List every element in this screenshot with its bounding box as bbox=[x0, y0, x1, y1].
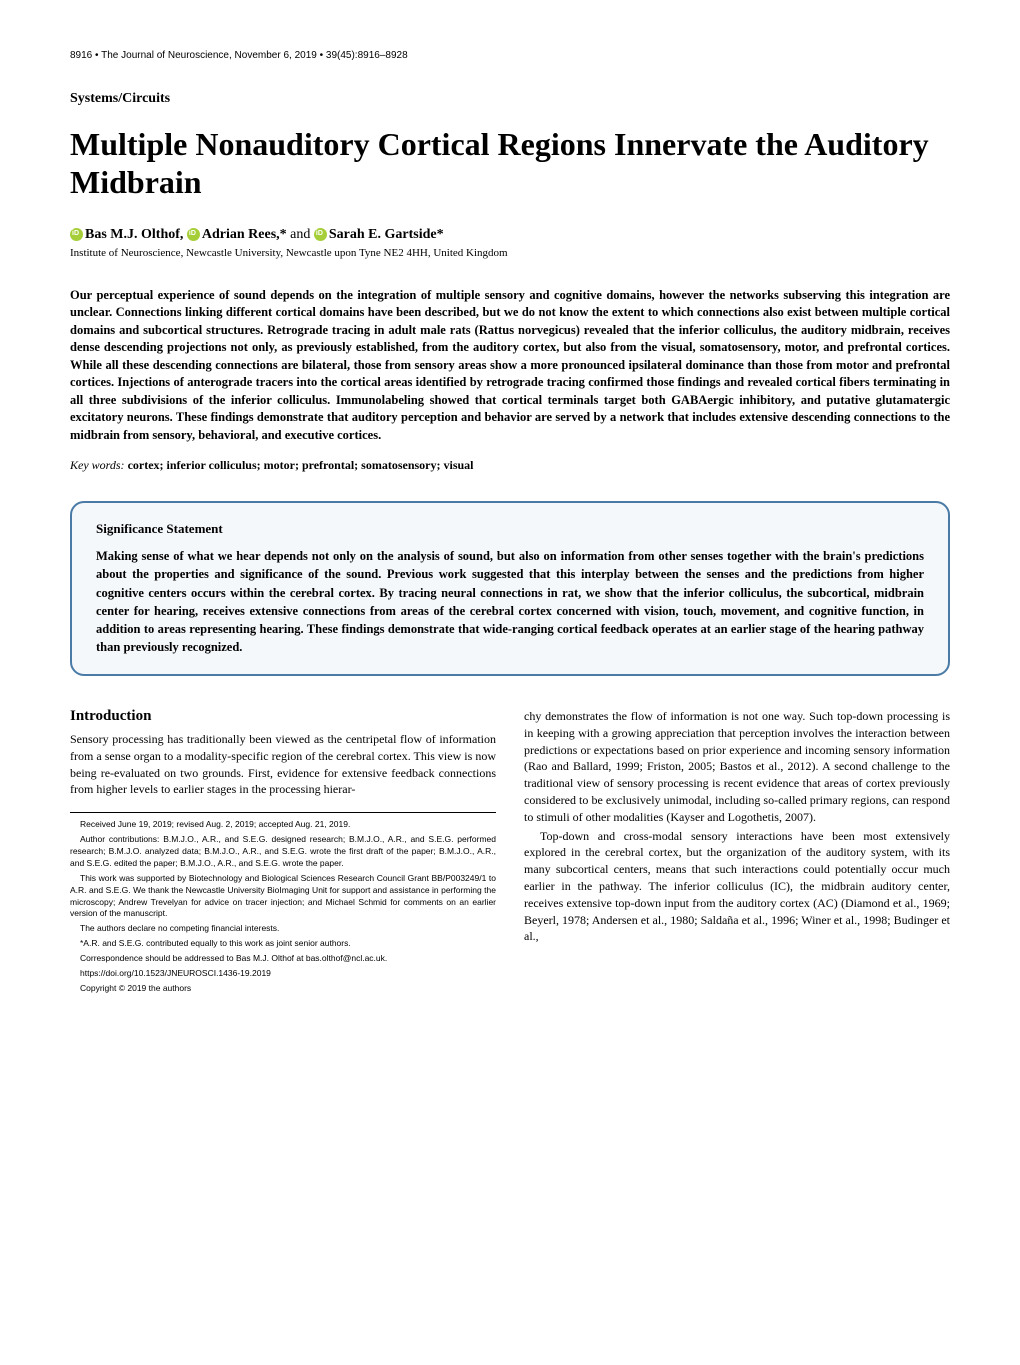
page-header: 8916 • The Journal of Neuroscience, Nove… bbox=[70, 50, 950, 61]
section-label: Systems/Circuits bbox=[70, 91, 950, 107]
two-column-layout: Introduction Sensory processing has trad… bbox=[70, 708, 950, 998]
keywords-values: cortex; inferior colliculus; motor; pref… bbox=[128, 458, 474, 472]
page-number: 8916 bbox=[70, 50, 92, 61]
footnote-support: This work was supported by Biotechnology… bbox=[70, 873, 496, 921]
authors-line: Bas M.J. Olthof, Adrian Rees,* and Sarah… bbox=[70, 227, 950, 243]
author-3: Sarah E. Gartside* bbox=[329, 227, 444, 242]
footnote-competing: The authors declare no competing financi… bbox=[70, 923, 496, 935]
volume-issue: 39(45):8916–8928 bbox=[326, 50, 408, 61]
significance-box: Significance Statement Making sense of w… bbox=[70, 501, 950, 676]
author-connector: and bbox=[287, 227, 314, 242]
footnote-correspondence: Correspondence should be addressed to Ba… bbox=[70, 953, 496, 965]
footnote-contributions: Author contributions: B.M.J.O., A.R., an… bbox=[70, 834, 496, 870]
article-title: Multiple Nonauditory Cortical Regions In… bbox=[70, 125, 950, 202]
orcid-icon bbox=[187, 228, 200, 241]
author-2: Adrian Rees,* bbox=[202, 227, 287, 242]
orcid-icon bbox=[314, 228, 327, 241]
footnote-doi: https://doi.org/10.1523/JNEUROSCI.1436-1… bbox=[70, 968, 496, 980]
footnote-copyright: Copyright © 2019 the authors bbox=[70, 983, 496, 995]
footnotes-block: Received June 19, 2019; revised Aug. 2, … bbox=[70, 812, 496, 995]
significance-text: Making sense of what we hear depends not… bbox=[96, 547, 924, 656]
affiliation: Institute of Neuroscience, Newcastle Uni… bbox=[70, 247, 950, 259]
significance-title: Significance Statement bbox=[96, 521, 924, 537]
intro-paragraph-1: Sensory processing has traditionally bee… bbox=[70, 731, 496, 798]
journal-title: The Journal of Neuroscience, November 6,… bbox=[101, 50, 317, 61]
intro-paragraph-2: chy demonstrates the flow of information… bbox=[524, 708, 950, 826]
author-1: Bas M.J. Olthof, bbox=[85, 227, 183, 242]
keywords-line: Key words: cortex; inferior colliculus; … bbox=[70, 458, 950, 473]
footnote-joint: *A.R. and S.E.G. contributed equally to … bbox=[70, 938, 496, 950]
intro-heading: Introduction bbox=[70, 708, 496, 725]
abstract-text: Our perceptual experience of sound depen… bbox=[70, 287, 950, 445]
orcid-icon bbox=[70, 228, 83, 241]
intro-paragraph-3: Top-down and cross-modal sensory interac… bbox=[524, 828, 950, 946]
footnote-received: Received June 19, 2019; revised Aug. 2, … bbox=[70, 819, 496, 831]
left-column: Introduction Sensory processing has trad… bbox=[70, 708, 496, 998]
right-column: chy demonstrates the flow of information… bbox=[524, 708, 950, 998]
keywords-label: Key words: bbox=[70, 458, 125, 472]
